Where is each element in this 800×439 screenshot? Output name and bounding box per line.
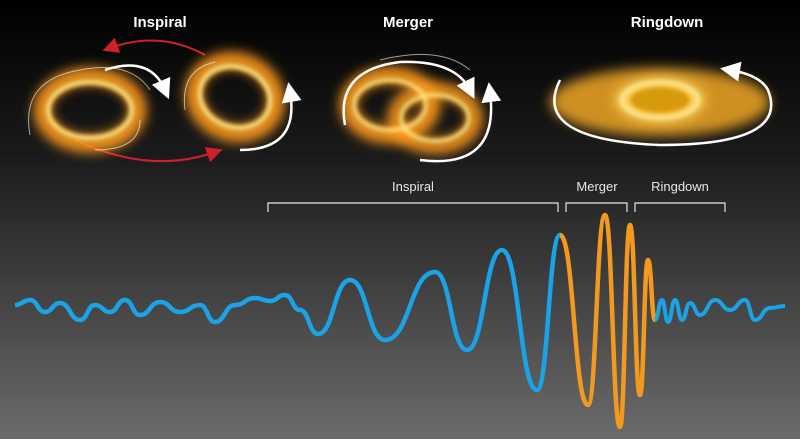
stage-title: Inspiral — [133, 14, 186, 31]
waveform-merger — [557, 212, 658, 430]
phase-bracket — [267, 202, 559, 212]
phase-label: Merger — [576, 179, 618, 194]
stage-title: Ringdown — [631, 14, 703, 31]
waveform-inspiral — [14, 232, 563, 393]
stage-title: Merger — [383, 14, 433, 31]
phase-label: Ringdown — [651, 179, 709, 194]
inspiral-art — [28, 37, 302, 163]
phase-label: Inspiral — [392, 179, 434, 194]
ringdown-art — [550, 61, 773, 147]
merger-art — [340, 53, 502, 163]
phase-bracket — [634, 202, 726, 212]
phase-bracket — [565, 202, 628, 212]
waveform-ringdown — [653, 298, 786, 324]
